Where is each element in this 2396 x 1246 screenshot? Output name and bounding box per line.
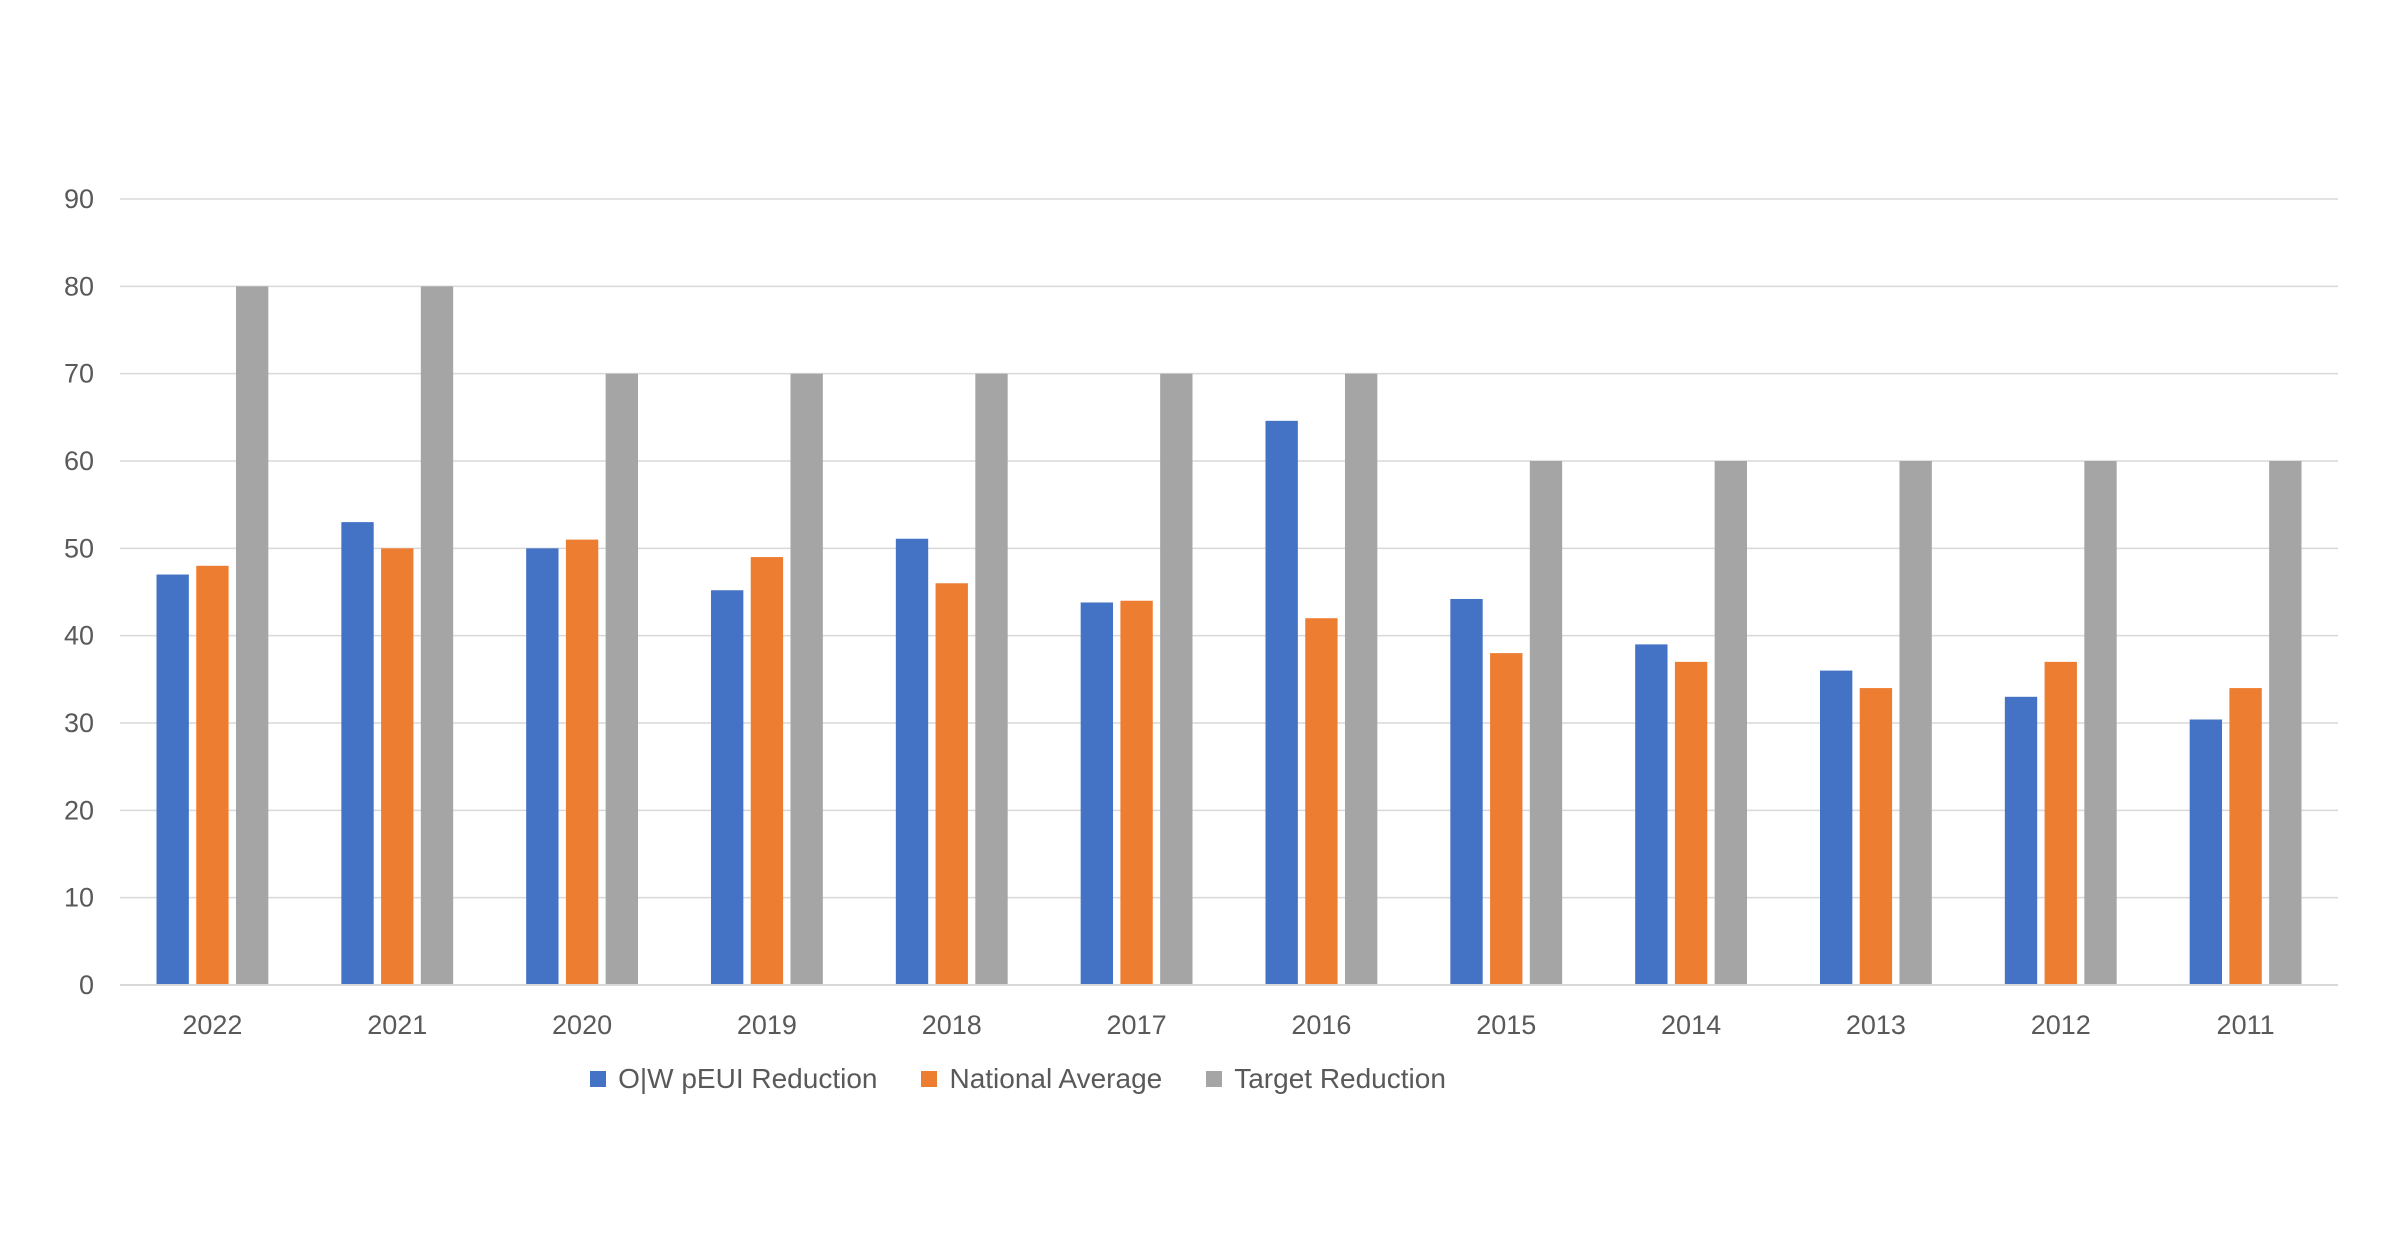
bar-national-average-2021 xyxy=(381,548,414,985)
legend-label-ow-peui-reduction: O|W pEUI Reduction xyxy=(618,1063,878,1094)
y-tick-label: 20 xyxy=(64,795,94,825)
bar-national-average-2016 xyxy=(1305,618,1338,985)
bar-national-average-2015 xyxy=(1490,653,1523,985)
bar-o-w-peui-reduction-2012 xyxy=(2004,696,2038,985)
bar-o-w-peui-reduction-2017 xyxy=(1080,602,1114,985)
y-axis-ticks: 0 10 20 30 40 50 60 70 80 90 xyxy=(64,184,94,1000)
legend-swatch-target-reduction xyxy=(1206,1071,1223,1087)
bars xyxy=(156,286,2302,986)
x-tick-label: 2021 xyxy=(367,1010,427,1040)
x-tick-label: 2022 xyxy=(182,1010,242,1040)
x-tick-label: 2013 xyxy=(1846,1010,1906,1040)
bar-national-average-2011 xyxy=(2229,688,2262,985)
x-tick-label: 2019 xyxy=(737,1010,797,1040)
y-tick-label: 40 xyxy=(64,621,94,651)
x-tick-label: 2016 xyxy=(1291,1010,1351,1040)
bar-o-w-peui-reduction-2022 xyxy=(156,574,189,985)
legend-item-national-average: National Average xyxy=(921,1063,1162,1095)
bar-o-w-peui-reduction-2021 xyxy=(341,522,374,985)
bar-target-reduction-2016 xyxy=(1344,373,1378,985)
legend-swatch-national-average xyxy=(921,1071,938,1087)
bar-o-w-peui-reduction-2013 xyxy=(1820,670,1853,985)
y-tick-label: 30 xyxy=(64,708,94,738)
legend-label-national-average: National Average xyxy=(949,1063,1163,1094)
bar-target-reduction-2018 xyxy=(975,373,1008,985)
y-tick-label: 10 xyxy=(64,883,94,913)
legend-label-target-reduction: Target Reduction xyxy=(1234,1063,1446,1094)
y-tick-label: 50 xyxy=(64,533,94,563)
bar-national-average-2020 xyxy=(565,539,599,985)
x-axis-ticks: 2022 2021 2020 2019 2018 2017 2016 2015 2014 2013… xyxy=(182,1010,2274,1040)
y-tick-label: 70 xyxy=(64,359,94,389)
x-tick-label: 2020 xyxy=(552,1010,612,1040)
bar-o-w-peui-reduction-2014 xyxy=(1635,644,1668,985)
legend: O|W pEUI Reduction National Average Targ… xyxy=(0,1063,2216,1095)
legend-swatch-ow-peui-reduction xyxy=(590,1071,607,1087)
bar-national-average-2019 xyxy=(750,557,784,985)
bar-target-reduction-2015 xyxy=(1529,461,1563,985)
bar-o-w-peui-reduction-2011 xyxy=(2189,719,2223,985)
bar-target-reduction-2019 xyxy=(790,373,823,985)
x-tick-label: 2015 xyxy=(1476,1010,1536,1040)
bar-o-w-peui-reduction-2019 xyxy=(711,590,744,985)
bar-o-w-peui-reduction-2020 xyxy=(526,548,559,985)
bar-national-average-2012 xyxy=(2044,661,2077,985)
bar-o-w-peui-reduction-2016 xyxy=(1265,420,1298,986)
legend-item-target-reduction: Target Reduction xyxy=(1206,1063,1446,1095)
bar-target-reduction-2013 xyxy=(1899,461,1932,985)
y-tick-label: 0 xyxy=(79,970,94,1000)
bar-target-reduction-2017 xyxy=(1160,373,1193,985)
bar-o-w-peui-reduction-2018 xyxy=(895,538,929,985)
bar-target-reduction-2014 xyxy=(1714,461,1747,985)
bar-national-average-2022 xyxy=(196,565,229,985)
bar-national-average-2013 xyxy=(1859,688,1893,985)
bar-target-reduction-2022 xyxy=(235,286,269,986)
bar-o-w-peui-reduction-2015 xyxy=(1450,598,1483,985)
x-tick-label: 2018 xyxy=(922,1010,982,1040)
x-tick-label: 2014 xyxy=(1661,1010,1721,1040)
legend-item-ow-peui-reduction: O|W pEUI Reduction xyxy=(590,1063,877,1095)
bar-national-average-2014 xyxy=(1674,661,1708,985)
bar-national-average-2018 xyxy=(935,583,968,985)
bar-target-reduction-2012 xyxy=(2084,461,2117,985)
x-tick-label: 2017 xyxy=(1107,1010,1167,1040)
gridlines xyxy=(120,198,2338,899)
y-tick-label: 90 xyxy=(64,184,94,214)
bar-national-average-2017 xyxy=(1120,600,1153,985)
y-tick-label: 60 xyxy=(64,446,94,476)
bar-target-reduction-2020 xyxy=(605,373,638,985)
bar-target-reduction-2021 xyxy=(420,286,454,986)
bar-target-reduction-2011 xyxy=(2269,461,2302,985)
x-tick-label: 2012 xyxy=(2031,1010,2091,1040)
x-tick-label: 2011 xyxy=(2217,1010,2275,1040)
y-tick-label: 80 xyxy=(64,271,94,301)
